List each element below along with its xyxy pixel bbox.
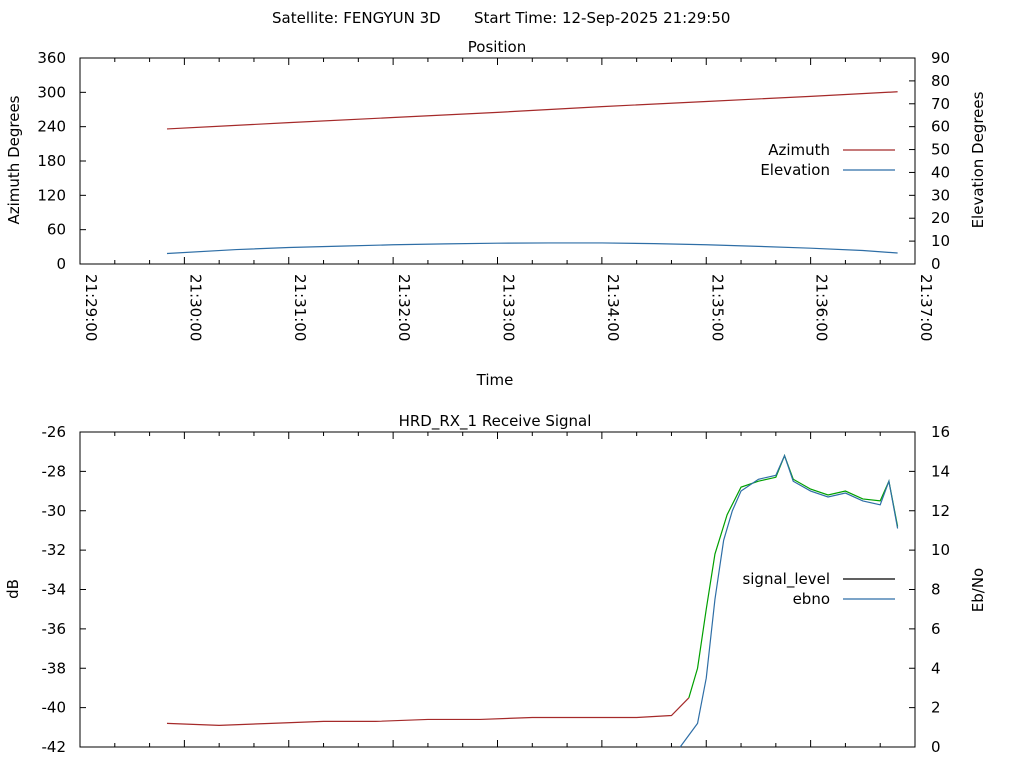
signal-right-axis-label: Eb/No xyxy=(969,568,987,612)
signal-right-tick-label: 4 xyxy=(931,659,941,677)
position-x-tick-label: 21:36:00 xyxy=(813,274,831,341)
position-legend-label-Elevation: Elevation xyxy=(760,161,830,179)
signal-legend-label-ebno: ebno xyxy=(793,590,830,608)
position-plot-area xyxy=(166,91,898,255)
position-right-tick-label: 0 xyxy=(931,255,941,273)
position-right-tick-label: 50 xyxy=(931,141,950,159)
position-x-tick-label: 21:37:00 xyxy=(917,274,935,341)
position-axes: 0 60 120 180 240 300 360 0 10 20 30 40 50 60 70 80 90 21:… xyxy=(37,49,950,341)
signal-right-tick-label: 8 xyxy=(931,581,941,599)
position-left-tick-label: 180 xyxy=(37,152,66,170)
signal-right-tick-label: 16 xyxy=(931,423,950,441)
signal-right-tick-label: 2 xyxy=(931,699,941,717)
position-x-tick-label: 21:32:00 xyxy=(395,274,413,341)
signal-plot-area xyxy=(166,453,899,748)
signal-series-ebno xyxy=(679,453,899,748)
signal-legend-label-signal_level: signal_level xyxy=(742,570,830,589)
position-right-tick-label: 30 xyxy=(931,186,950,204)
signal-left-tick-label: -34 xyxy=(42,581,67,599)
signal-axes: -42 -40 -38 -36 -34 -32 -30 -28 -26 0 2 4 6 8 10 12 14 16 xyxy=(42,423,951,756)
signal-left-tick-label: -40 xyxy=(42,699,67,717)
position-left-tick-label: 240 xyxy=(37,118,66,136)
position-left-tick-label: 360 xyxy=(37,49,66,67)
position-left-tick-label: 300 xyxy=(37,83,66,101)
position-x-tick-label: 21:34:00 xyxy=(604,274,622,341)
position-right-tick-label: 20 xyxy=(931,209,950,227)
position-chart-title: Position xyxy=(468,38,526,56)
position-right-tick-label: 70 xyxy=(931,95,950,113)
position-legend: Azimuth Elevation xyxy=(760,141,895,179)
position-left-tick-label: 120 xyxy=(37,186,66,204)
signal-left-tick-label: -30 xyxy=(42,502,67,520)
position-x-axis-label: Time xyxy=(476,371,514,389)
signal-left-tick-label: -36 xyxy=(42,620,67,638)
signal-left-axis-label: dB xyxy=(4,579,22,599)
signal-left-tick-label: -32 xyxy=(42,541,67,559)
start-time-label: Start Time: 12-Sep-2025 21:29:50 xyxy=(474,9,730,27)
position-series-Azimuth xyxy=(166,91,898,130)
position-series-Elevation xyxy=(166,242,898,255)
signal-chart: HRD_RX_1 Receive Signal dB Eb/No -42-40-… xyxy=(4,412,987,756)
signal-left-tick-label: -42 xyxy=(42,738,67,756)
signal-right-tick-label: 6 xyxy=(931,620,941,638)
signal-right-tick-label: 0 xyxy=(931,738,941,756)
signal-series-signal_level-low xyxy=(166,697,690,726)
signal-left-tick-label: -26 xyxy=(42,423,67,441)
position-x-tick-label: 21:31:00 xyxy=(291,274,309,341)
position-right-tick-label: 40 xyxy=(931,163,950,181)
signal-right-tick-label: 10 xyxy=(931,541,950,559)
position-x-tick-label: 21:33:00 xyxy=(500,274,518,341)
position-left-tick-label: 60 xyxy=(47,221,66,239)
signal-right-tick-label: 14 xyxy=(931,462,950,480)
position-right-tick-label: 90 xyxy=(931,49,950,67)
position-right-tick-label: 80 xyxy=(931,72,950,90)
signal-left-tick-label: -38 xyxy=(42,659,67,677)
position-x-tick-label: 21:30:00 xyxy=(186,274,204,341)
signal-left-tick-label: -28 xyxy=(42,462,67,480)
signal-right-tick-label: 12 xyxy=(931,502,950,520)
position-x-tick-label: 21:35:00 xyxy=(708,274,726,341)
position-left-axis-label: Azimuth Degrees xyxy=(5,95,23,224)
position-chart: Position Time Azimuth Degrees Elevation … xyxy=(5,38,987,389)
signal-chart-title: HRD_RX_1 Receive Signal xyxy=(399,412,592,431)
position-left-tick-label: 0 xyxy=(56,255,66,273)
satellite-label: Satellite: FENGYUN 3D xyxy=(272,9,441,27)
position-right-tick-label: 60 xyxy=(931,118,950,136)
position-right-axis-label: Elevation Degrees xyxy=(969,91,987,228)
position-right-tick-label: 10 xyxy=(931,232,950,250)
position-legend-label-Azimuth: Azimuth xyxy=(768,141,830,159)
position-x-tick-label: 21:29:00 xyxy=(82,274,100,341)
